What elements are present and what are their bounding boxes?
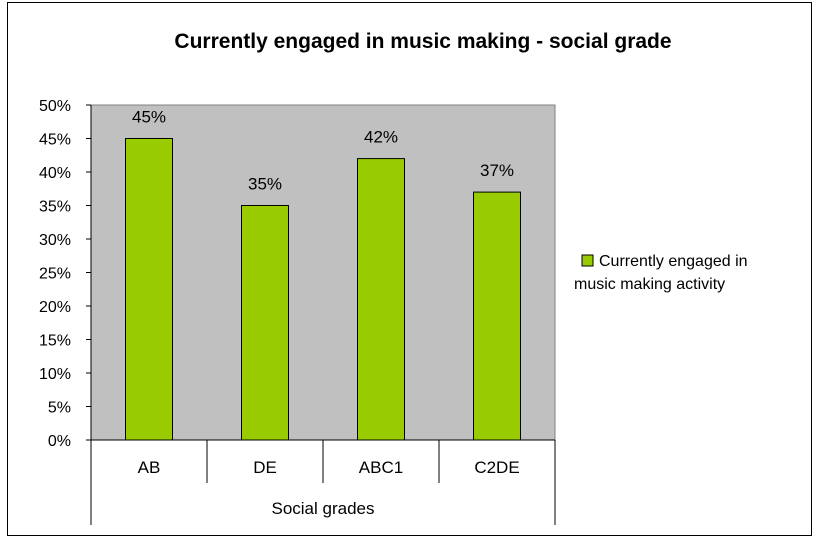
x-axis: AB DE ABC1 C2DE [90, 439, 556, 525]
legend: Currently engaged in music making activi… [574, 253, 748, 293]
data-label-c2de: 37% [480, 161, 514, 180]
x-tick-label-de: DE [253, 458, 277, 477]
legend-label-line-1: Currently engaged in [599, 253, 748, 270]
y-tick-label: 30% [39, 232, 71, 249]
x-axis-title: Social grades [271, 499, 374, 518]
y-tick-label: 20% [39, 299, 71, 316]
bar-ab [125, 138, 173, 441]
y-tick-label: 0% [48, 433, 71, 450]
legend-label-line-2: music making activity [574, 276, 725, 293]
x-tick-label-c2de: C2DE [474, 458, 519, 477]
data-label-ab: 45% [132, 108, 166, 127]
bars: 45% 35% 42% 37% [125, 108, 521, 441]
bar-abc1 [357, 158, 405, 441]
y-tick-label: 40% [39, 165, 71, 182]
x-tick-label-abc1: ABC1 [359, 458, 403, 477]
chart-title: Currently engaged in music making - soci… [174, 30, 671, 53]
y-tick-label: 25% [39, 266, 71, 283]
y-tick-label: 35% [39, 199, 71, 216]
y-tick-label: 50% [39, 98, 71, 115]
legend-swatch [581, 254, 594, 267]
bar-de [241, 205, 289, 441]
data-label-de: 35% [248, 175, 282, 194]
y-tick-label: 15% [39, 333, 71, 350]
bar-c2de [473, 191, 521, 441]
x-tick-label-ab: AB [138, 458, 161, 477]
y-tick-label: 45% [39, 132, 71, 149]
y-axis: 0% 5% 10% 15% 20% 25% 30% 35% 40% 45% 50% [39, 98, 92, 450]
y-tick-label: 10% [39, 366, 71, 383]
data-label-abc1: 42% [364, 128, 398, 147]
y-tick-label: 5% [48, 400, 71, 417]
